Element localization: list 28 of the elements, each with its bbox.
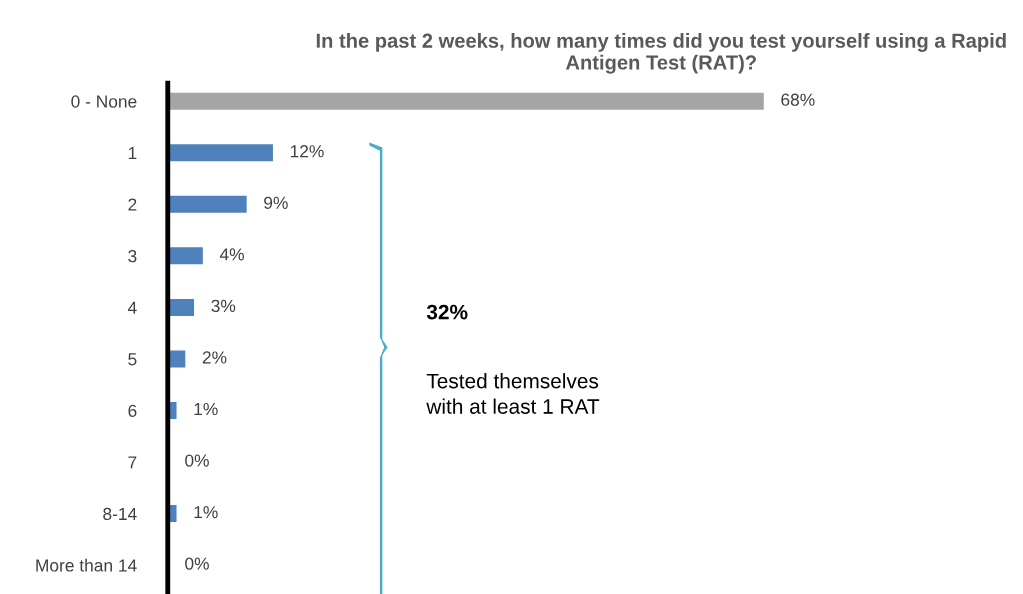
y-tick-label: 3 <box>128 250 137 263</box>
bar <box>167 298 195 316</box>
data-label: 0% <box>185 557 209 570</box>
data-label: 9% <box>264 196 288 209</box>
data-label: 4% <box>219 248 244 261</box>
bar <box>167 247 203 265</box>
chart-title: In the past 2 weeks, how many times did you test yourself using a Rapid Antigen Test (RAT)? <box>316 33 1006 74</box>
data-label: 2% <box>202 351 227 364</box>
bar <box>167 195 247 213</box>
data-label: 1% <box>194 402 218 416</box>
data-label: 68% <box>781 93 815 106</box>
y-tick-label: 8-14 <box>103 507 137 521</box>
y-tick-label: 2 <box>128 198 137 211</box>
y-tick-label: 5 <box>128 353 137 366</box>
y-tick-label: 0 - None <box>71 95 137 108</box>
annotation: 32% <box>426 304 468 320</box>
annotation: Tested themselves with at least 1 RAT <box>426 373 600 414</box>
y-tick-label: 7 <box>128 456 137 469</box>
bar <box>167 92 764 110</box>
bar <box>167 144 273 162</box>
data-label: 1% <box>194 506 218 519</box>
y-tick-label: 6 <box>128 404 137 417</box>
y-tick-label: 4 <box>127 301 137 314</box>
y-tick-label: More than 14 <box>36 558 137 572</box>
data-label: 0% <box>185 454 209 467</box>
data-label: 12% <box>290 145 324 158</box>
y-tick-label: 1 <box>128 147 137 160</box>
data-label: 3% <box>211 299 236 313</box>
